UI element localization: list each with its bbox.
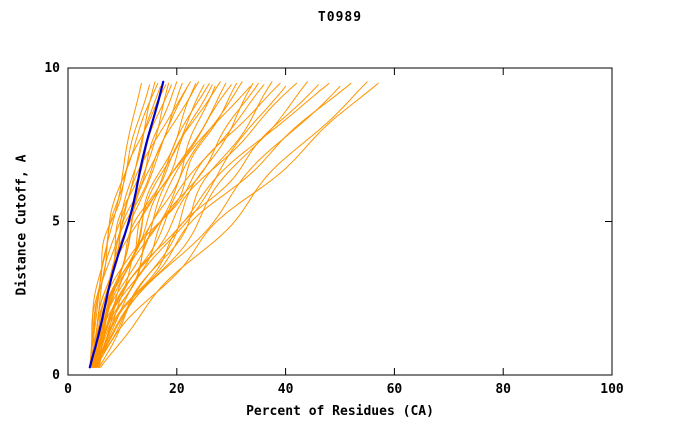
chart-title: T0989 xyxy=(317,10,363,25)
y-tick-label: 0 xyxy=(52,368,60,383)
model-curve xyxy=(99,82,330,368)
model-curve xyxy=(94,81,200,368)
model-curve xyxy=(98,82,254,368)
x-tick-label: 40 xyxy=(278,382,294,397)
model-curve xyxy=(97,82,352,368)
model-curve xyxy=(89,82,142,368)
model-curve xyxy=(96,84,265,368)
y-tick-label: 5 xyxy=(52,215,60,230)
x-tick-label: 0 xyxy=(64,382,72,397)
model-curves xyxy=(89,81,379,368)
highlight-curve xyxy=(88,80,165,369)
y-axis-label-text: Distance Cutoff, A xyxy=(14,154,30,296)
x-tick-label: 60 xyxy=(387,382,403,397)
model-curve xyxy=(95,82,281,368)
model-curve xyxy=(93,81,243,368)
model-curve xyxy=(96,82,379,368)
model-curve xyxy=(91,82,259,368)
model-curve xyxy=(89,82,159,368)
x-tick-label: 100 xyxy=(600,382,624,397)
model-curve xyxy=(94,85,287,368)
model-curve xyxy=(98,82,297,368)
model-curve xyxy=(100,81,368,368)
model-curve xyxy=(92,81,191,368)
y-ticks: 0 5 10 xyxy=(44,61,612,383)
x-tick-label: 80 xyxy=(495,382,511,397)
model-curve xyxy=(94,85,341,368)
x-ticks: 0 20 40 60 80 100 xyxy=(64,68,624,397)
model-curve xyxy=(92,81,273,368)
y-tick-label: 10 xyxy=(44,61,60,76)
model-curve xyxy=(95,84,319,368)
model-curve xyxy=(94,85,251,368)
x-tick-label: 20 xyxy=(169,382,185,397)
x-axis-label: Percent of Residues (CA) xyxy=(246,404,434,419)
model-curve xyxy=(93,84,213,368)
